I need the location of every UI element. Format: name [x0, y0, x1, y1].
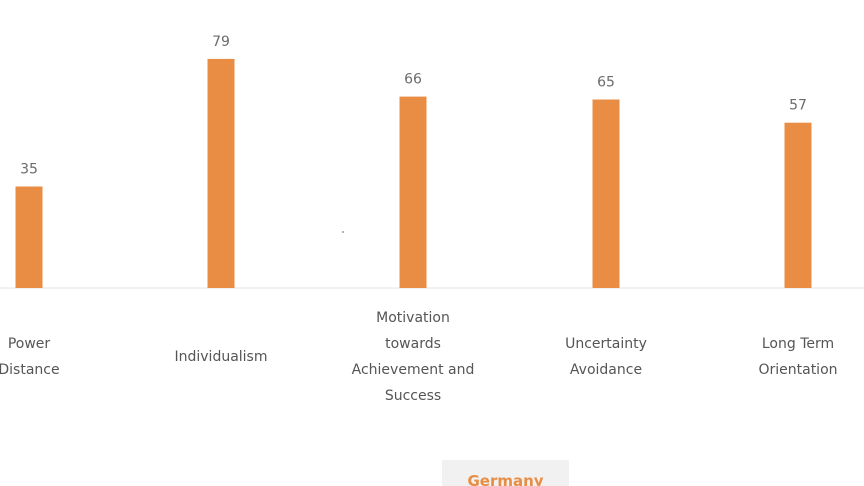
value-label-5: 57 [789, 98, 807, 114]
category-label-line: Distance [0, 362, 60, 378]
category-label-line: Long Term [761, 336, 835, 352]
stray-dot [342, 231, 344, 233]
value-label-2: 79 [212, 34, 230, 50]
value-label-1: 35 [20, 162, 38, 178]
bar-group [15, 58, 812, 289]
category-label-line: Success [384, 388, 442, 404]
value-label-group: 35 79 66 65 57 [20, 34, 807, 178]
category-label-line: Individualism [174, 349, 268, 365]
category-label-line: Uncertainty [565, 336, 647, 352]
bar-1[interactable] [15, 186, 43, 289]
category-label-line: Achievement and [351, 362, 475, 378]
bar-3[interactable] [399, 96, 427, 288]
value-label-4: 65 [597, 75, 615, 91]
category-label-3: Motivation towards Achievement and Success [338, 305, 488, 409]
category-label-1: Power Distance [0, 331, 104, 383]
category-label-line: towards [385, 336, 441, 352]
category-label-line: Orientation [758, 362, 838, 378]
legend-tab-germany[interactable]: Germany [442, 460, 569, 486]
category-label-line: Avoidance [569, 362, 643, 378]
category-label-2: Individualism [146, 344, 296, 370]
legend-tab-label: Germany [467, 472, 544, 486]
category-label-4: Uncertainty Avoidance [531, 331, 681, 383]
bar-5[interactable] [784, 122, 812, 288]
value-label-3: 66 [404, 72, 422, 88]
bar-2[interactable] [207, 58, 235, 289]
category-label-5: Long Term Orientation [723, 331, 864, 383]
bar-4[interactable] [592, 99, 620, 289]
category-label-line: Motivation [376, 310, 450, 326]
category-label-line: Power [7, 336, 51, 352]
